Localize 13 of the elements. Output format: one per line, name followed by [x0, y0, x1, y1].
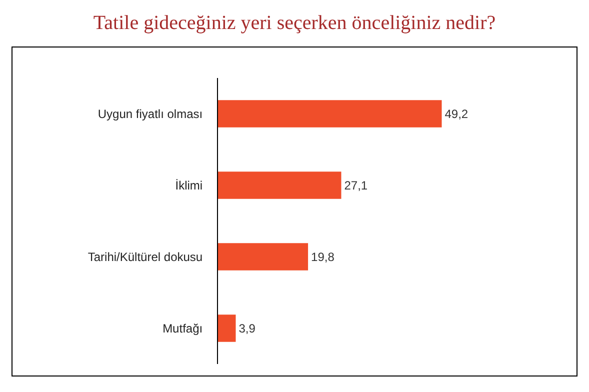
chart-title: Tatile gideceğiniz yeri seçerken önceliğiniz nedir?	[93, 12, 496, 34]
data-label: 19,8	[311, 250, 335, 264]
bar	[218, 314, 236, 342]
data-label: 27,1	[344, 178, 368, 192]
bar	[218, 172, 342, 199]
data-label: 49,2	[444, 106, 468, 121]
bar	[218, 243, 308, 270]
y-tick-label: İklimi	[175, 178, 203, 192]
y-tick-label: Mutfağı	[162, 321, 203, 336]
data-label: 3,9	[238, 321, 256, 336]
y-tick-label: Uygun fiyatlı olması	[98, 106, 203, 121]
bar	[218, 100, 442, 128]
y-tick-label: Tarihi/Kültürel dokusu	[88, 250, 203, 264]
